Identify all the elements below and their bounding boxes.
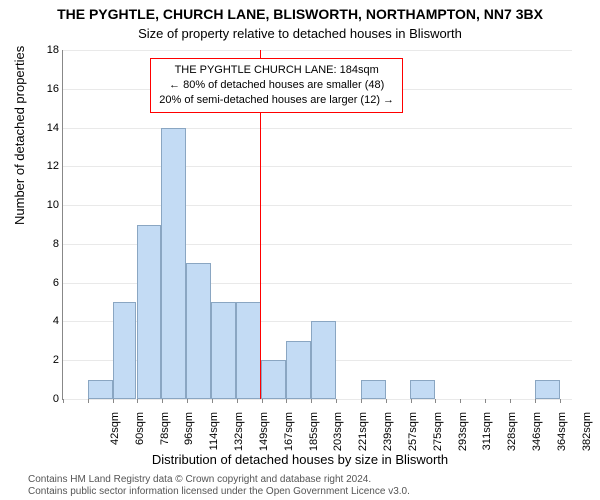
x-tick [460,399,461,403]
x-tick [63,399,64,403]
bar [286,341,311,399]
y-tick-label: 10 [29,199,59,211]
y-tick-label: 14 [29,122,59,134]
x-tick [162,399,163,403]
chart-root: THE PYGHTLE, CHURCH LANE, BLISWORTH, NOR… [0,0,600,500]
annotation-line3: 20% of semi-detached houses are larger (… [159,93,394,108]
x-tick [386,399,387,403]
x-axis-label: Distribution of detached houses by size … [0,452,600,467]
bar [161,128,186,399]
bar [211,302,236,399]
bar [88,380,113,399]
footer-line1: Contains HM Land Registry data © Crown c… [28,474,410,486]
x-tick [535,399,536,403]
bar [236,302,261,399]
y-tick-label: 6 [29,277,59,289]
x-tick [560,399,561,403]
x-tick [485,399,486,403]
y-tick-label: 0 [29,393,59,405]
bar [535,380,560,399]
x-tick [237,399,238,403]
x-tick [336,399,337,403]
bar [113,302,137,399]
annotation-line1: THE PYGHTLE CHURCH LANE: 184sqm [159,63,394,78]
x-tick [212,399,213,403]
x-tick [262,399,263,403]
y-tick-label: 18 [29,44,59,56]
y-tick-label: 4 [29,315,59,327]
chart-subtitle: Size of property relative to detached ho… [0,26,600,41]
x-tick [187,399,188,403]
bar [410,380,435,399]
gridline [63,399,572,400]
y-tick-label: 2 [29,354,59,366]
x-tick [311,399,312,403]
x-tick [510,399,511,403]
x-tick [88,399,89,403]
x-tick [435,399,436,403]
y-tick-label: 16 [29,83,59,95]
footer: Contains HM Land Registry data © Crown c… [28,474,410,498]
x-tick [286,399,287,403]
y-axis-label: Number of detached properties [12,46,27,225]
annotation-box: THE PYGHTLE CHURCH LANE: 184sqm ← 80% of… [150,58,403,113]
footer-line2: Contains public sector information licen… [28,486,410,498]
x-tick [137,399,138,403]
bar [261,360,286,399]
chart-title: THE PYGHTLE, CHURCH LANE, BLISWORTH, NOR… [0,6,600,22]
bar [361,380,386,399]
y-tick-label: 8 [29,238,59,250]
x-tick [411,399,412,403]
y-tick-label: 12 [29,160,59,172]
annotation-line2: ← 80% of detached houses are smaller (48… [159,78,394,93]
plot-area: THE PYGHTLE CHURCH LANE: 184sqm ← 80% of… [62,50,572,400]
bar [311,321,336,399]
bar [186,263,211,399]
x-tick [113,399,114,403]
bar [137,225,162,400]
x-tick [361,399,362,403]
